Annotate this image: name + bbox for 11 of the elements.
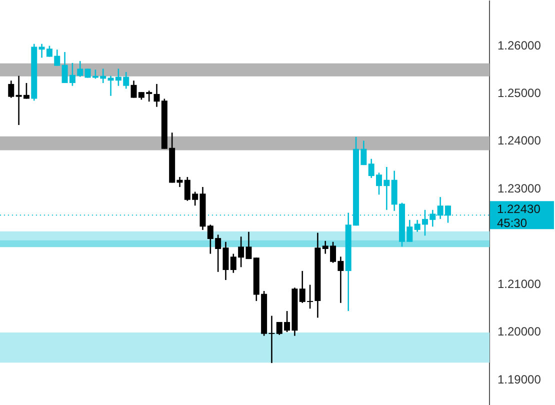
- y-tick-label: 1.20000: [498, 324, 542, 339]
- y-tick-label: 1.21000: [498, 276, 542, 291]
- y-tick-label: 1.25000: [498, 86, 542, 100]
- candlestick: [154, 83, 160, 108]
- ref-line-label: 1.22430: [497, 202, 541, 216]
- text: 45:30: [497, 216, 528, 230]
- y-tick-label: 1.24000: [498, 134, 542, 148]
- y-tick-label: 1.26000: [498, 38, 542, 52]
- y-tick-label: 1.23000: [498, 181, 542, 196]
- candlestick: [8, 80, 14, 98]
- y-tick-label: 1.19000: [498, 372, 542, 386]
